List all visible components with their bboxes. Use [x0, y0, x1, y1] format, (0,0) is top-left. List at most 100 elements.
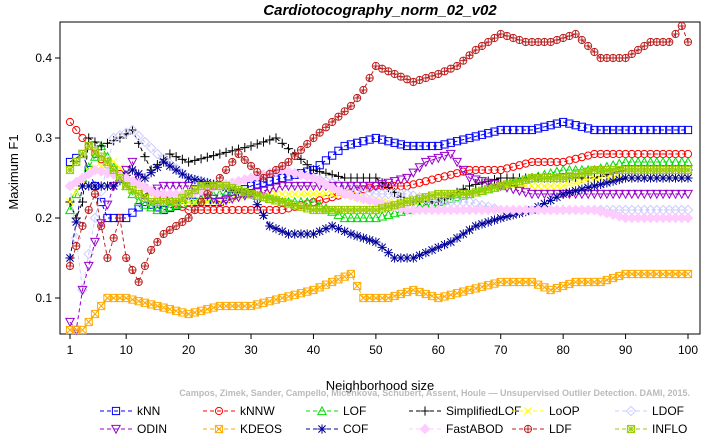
data-point-lof: [171, 199, 182, 210]
legend-item-inflo: INFLO: [615, 422, 687, 436]
data-point-ldf: [334, 112, 343, 121]
data-point-kdeos: [90, 309, 100, 319]
data-point-knn: [521, 125, 530, 135]
legend-marker-cof: [317, 424, 327, 434]
data-point-odin: [445, 149, 456, 160]
legend-label: kNN: [137, 404, 160, 418]
legend-item-knn: kNN: [100, 404, 160, 418]
data-point-lof: [389, 207, 400, 218]
data-point-knn: [384, 137, 393, 146]
x-tick-label: 30: [244, 343, 258, 357]
data-point-odin: [96, 219, 107, 229]
data-point-odin: [364, 181, 375, 192]
data-point-loop: [309, 190, 318, 198]
data-point-knn: [353, 138, 362, 147]
data-point-odin: [608, 189, 619, 200]
legend-label: KDEOS: [240, 422, 282, 434]
data-point-knn: [134, 203, 143, 212]
data-point-knn: [652, 125, 661, 135]
data-point-knn: [608, 125, 618, 135]
data-point-knnw: [321, 194, 331, 203]
data-point-ldf: [134, 277, 143, 287]
data-point-ldf: [184, 213, 193, 223]
data-point-simplifiedlof: [84, 133, 94, 143]
data-point-knnw: [234, 205, 243, 215]
data-point-cof: [483, 217, 493, 227]
data-point-odin: [177, 181, 188, 192]
data-point-knn: [490, 127, 499, 136]
data-point-knnw: [240, 205, 249, 215]
data-point-knn: [546, 121, 555, 130]
data-point-odin: [152, 184, 163, 194]
data-point-odin: [439, 151, 450, 162]
data-point-odin: [633, 189, 644, 200]
data-point-cof: [377, 242, 387, 252]
data-point-fastabod: [607, 209, 619, 221]
data-point-inflo: [103, 157, 112, 167]
data-point-knn: [402, 141, 412, 151]
data-point-lof: [370, 212, 381, 223]
data-point-ldf: [290, 151, 299, 161]
data-point-ldf: [640, 41, 649, 51]
data-point-lof: [158, 203, 169, 213]
data-point-odin: [77, 285, 88, 296]
data-point-ldf: [346, 101, 356, 111]
data-point-simplifiedlof: [302, 160, 312, 170]
data-point-knn: [683, 125, 693, 135]
data-point-odin: [539, 189, 550, 200]
data-point-simplifiedlof: [177, 154, 187, 164]
data-point-lof: [139, 199, 150, 209]
data-point-odin: [221, 196, 232, 206]
data-point-ldf: [153, 237, 162, 247]
data-point-odin: [289, 181, 300, 192]
data-point-cof: [165, 161, 175, 171]
data-point-knnw: [540, 157, 549, 167]
data-point-ldf: [465, 51, 474, 60]
legend-marker-inflo: [626, 424, 636, 434]
data-point-cof: [109, 181, 119, 191]
data-point-cof: [171, 165, 181, 175]
legend-item-cof: COF: [306, 422, 368, 436]
data-point-odin: [227, 194, 238, 205]
data-point-odin: [657, 189, 669, 200]
data-point-cof: [471, 221, 481, 231]
data-point-knn: [365, 135, 374, 144]
data-point-knn: [346, 140, 356, 149]
data-point-lof: [152, 204, 163, 215]
data-point-ldf: [484, 37, 493, 47]
data-point-knn: [502, 125, 512, 135]
data-point-ldf: [315, 128, 324, 137]
data-point-cof: [252, 200, 262, 210]
data-point-kdeos: [97, 301, 106, 311]
data-point-loop: [66, 198, 74, 206]
data-point-lof: [177, 198, 188, 208]
data-point-ldf: [471, 45, 480, 55]
data-point-odin: [383, 178, 394, 189]
data-point-knn: [584, 124, 593, 133]
data-point-knnw: [203, 205, 212, 215]
data-point-odin: [164, 181, 175, 192]
data-point-odin: [645, 189, 656, 200]
data-point-odin: [651, 189, 662, 200]
legend-item-ldf: LDF: [512, 422, 572, 436]
data-point-odin: [370, 181, 381, 192]
data-point-loop: [72, 187, 81, 196]
data-point-cof: [645, 173, 656, 183]
data-point-odin: [595, 189, 606, 200]
data-point-knnw: [546, 157, 555, 167]
data-point-cof: [583, 183, 593, 193]
data-point-odin: [252, 188, 263, 198]
data-point-knnw: [228, 205, 237, 215]
data-point-cof: [140, 173, 150, 183]
data-point-ldf: [477, 41, 487, 51]
data-point-cof: [558, 189, 568, 199]
data-point-odin: [408, 168, 419, 178]
data-point-simplifiedlof: [196, 154, 206, 164]
data-point-knn: [534, 124, 543, 133]
data-point-simplifiedlof: [271, 133, 281, 143]
data-point-cof: [633, 173, 643, 183]
data-point-ldf: [259, 173, 268, 183]
data-point-loop: [552, 182, 561, 190]
data-point-odin: [270, 183, 282, 193]
